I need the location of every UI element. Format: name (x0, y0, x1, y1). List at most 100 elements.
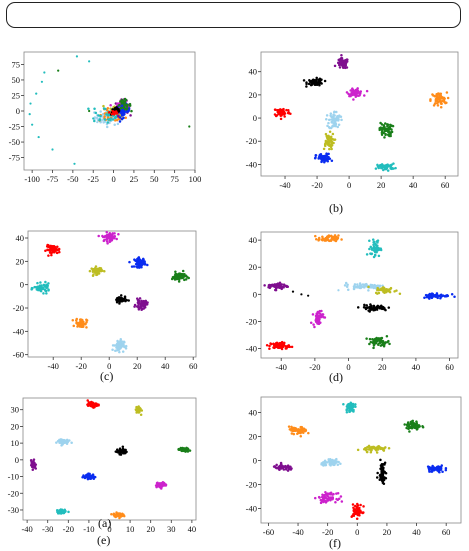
scatter-point (363, 94, 366, 97)
x-tick-label: 20 (377, 180, 386, 190)
scatter-point (450, 293, 454, 296)
scatter-point (93, 119, 96, 123)
x-tick-label: -20 (309, 362, 320, 372)
y-tick-label: 50 (12, 75, 21, 85)
scatter-point (141, 257, 145, 261)
scatter-point (381, 307, 385, 310)
scatter-point (375, 476, 379, 479)
scatter-point (368, 337, 372, 341)
scatter-point (311, 313, 315, 316)
scatter-point (281, 112, 285, 116)
scatter-point (172, 275, 176, 279)
scatter-point (39, 281, 42, 284)
scatter-point (183, 278, 186, 282)
scatter-point (356, 448, 360, 452)
scatter-point (296, 428, 300, 432)
scatter-point (363, 303, 366, 307)
scatter-point (110, 513, 113, 516)
scatter-point (342, 403, 345, 406)
scatter-point (356, 89, 360, 92)
scatter-point (85, 319, 89, 322)
cluster-class-1 (403, 419, 425, 433)
scatter-point (322, 500, 325, 504)
scatter-point (379, 344, 383, 347)
scatter-point (336, 463, 340, 467)
scatter-point (313, 325, 316, 329)
scatter-point (114, 349, 117, 352)
scatter-point (327, 118, 331, 122)
scatter-point (428, 292, 432, 296)
scatter-point (319, 81, 322, 84)
scatter-point (318, 84, 321, 87)
scatter-point (415, 421, 419, 425)
outlier-point (37, 135, 40, 139)
y-tick-label: -75 (9, 153, 20, 163)
scatter-point (50, 248, 54, 251)
y-tick-label: -20 (8, 488, 19, 498)
plot-frame (27, 230, 197, 358)
scatter-point (84, 323, 87, 326)
cluster-class-2 (313, 152, 334, 164)
cluster-class-0 (86, 399, 100, 409)
scatter-point (369, 245, 372, 249)
scatter-point (97, 234, 100, 238)
scatter-point (433, 466, 436, 469)
scatter-point (322, 464, 325, 467)
scatter-point (314, 83, 318, 86)
scatter-point (141, 260, 144, 263)
scatter-point (433, 102, 437, 105)
scatter-point (333, 110, 336, 113)
scatter-point (338, 63, 342, 66)
scatter-point (370, 283, 374, 287)
scatter-point (332, 462, 336, 466)
scatter-point (389, 167, 392, 170)
scatter-point (316, 322, 319, 325)
scatter-point (353, 285, 356, 288)
x-tick-label: 40 (412, 362, 421, 372)
scatter-point (358, 285, 362, 288)
scatter-point (93, 475, 97, 479)
scatter-point (380, 340, 384, 344)
scatter-point (105, 240, 109, 243)
scatter-point (120, 345, 123, 348)
scatter-point (339, 115, 343, 118)
x-tick-label: -20 (63, 524, 74, 534)
scatter-point (160, 487, 163, 490)
scatter-point (276, 346, 280, 350)
scatter-point (320, 309, 323, 313)
scatter-point (290, 345, 294, 349)
scatter-point (369, 252, 372, 255)
scatter-point (445, 101, 448, 104)
x-tick-label: 60 (441, 180, 450, 190)
scatter-point (380, 468, 384, 472)
scatter-point (337, 123, 341, 127)
scatter-point (380, 166, 384, 170)
scatter-point (279, 464, 282, 467)
scatter-point (384, 341, 388, 344)
scatter-point (329, 135, 333, 139)
scatter-point (101, 235, 105, 239)
scatter-point (359, 503, 362, 507)
scatter-point (336, 119, 340, 122)
y-tick-label: -60 (13, 350, 24, 360)
scatter-point (372, 340, 375, 343)
scatter-point (122, 514, 126, 518)
scatter-point (114, 119, 117, 122)
scatter-point (354, 95, 357, 99)
scatter-point (103, 118, 107, 121)
scatter-point (80, 325, 83, 328)
scatter-point (318, 321, 321, 325)
scatter-point (382, 449, 386, 452)
scatter-point (378, 284, 382, 288)
scatter-point (345, 285, 349, 289)
scatter-point (136, 299, 140, 302)
scatter-point (385, 129, 388, 133)
scatter-point (329, 491, 333, 494)
cluster-class-8 (55, 438, 73, 447)
scatter-point (317, 315, 321, 318)
scatter-point (339, 495, 343, 498)
scatter-point (281, 109, 285, 112)
scatter-point (109, 239, 112, 243)
scatter-point (365, 306, 369, 310)
scatter-point (388, 287, 392, 291)
